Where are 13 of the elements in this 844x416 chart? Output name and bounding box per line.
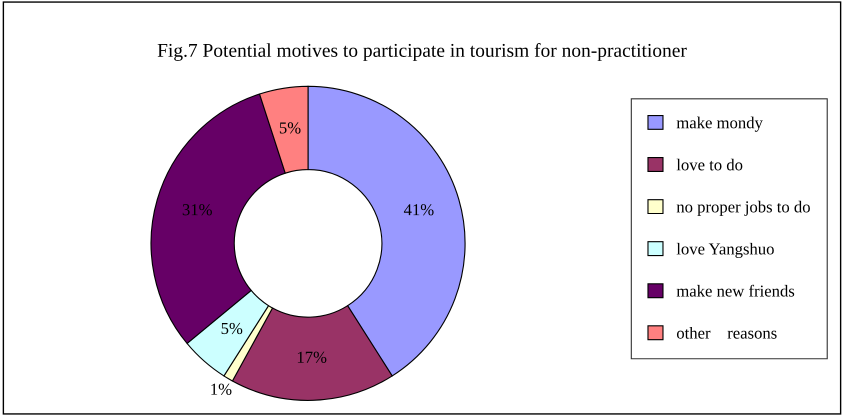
data-label: 1% bbox=[211, 384, 232, 395]
legend-label: love to do bbox=[676, 158, 742, 170]
legend-label: love Yangshuo bbox=[676, 242, 774, 258]
data-label: 5% bbox=[222, 322, 242, 334]
data-label: 31% bbox=[182, 204, 212, 216]
legend-label: make new friends bbox=[676, 284, 794, 297]
legend-label: no proper jobs to do bbox=[676, 200, 810, 216]
data-label: 17% bbox=[298, 352, 326, 363]
chart-title: Fig.7 Potential motives to participate in tourism for non-practitioner bbox=[158, 43, 687, 61]
data-label: 5% bbox=[280, 122, 301, 134]
data-label: 41% bbox=[404, 204, 434, 216]
legend-label: make mondy bbox=[676, 116, 763, 132]
legend-label: other reasons bbox=[676, 326, 777, 339]
